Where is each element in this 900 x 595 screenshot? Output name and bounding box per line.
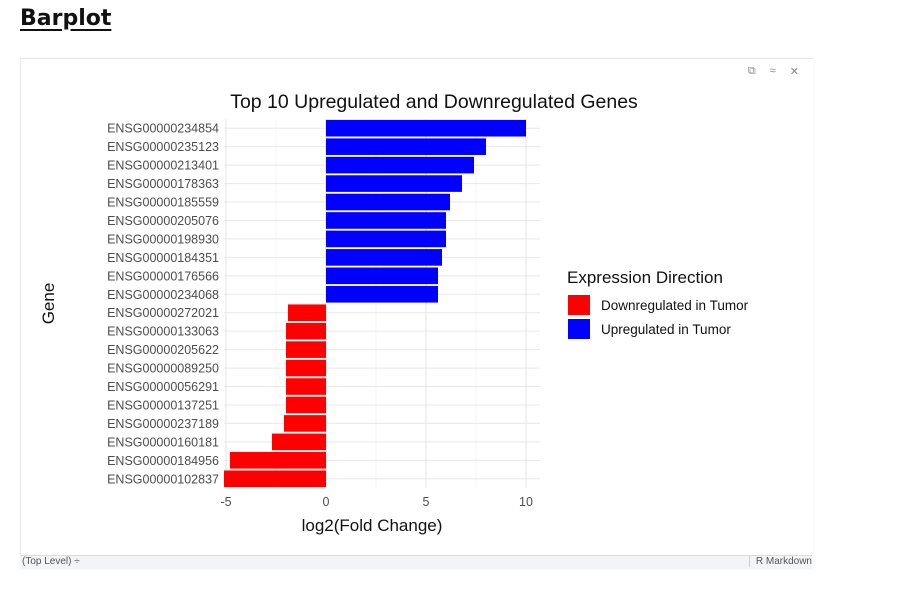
legend-swatch <box>568 295 590 315</box>
y-tick-label: ENSG00000089250 <box>107 362 219 376</box>
y-tick-label: ENSG00000237189 <box>107 417 219 431</box>
document-type-indicator[interactable]: R Markdown <box>748 556 812 567</box>
close-icon[interactable]: ✕ <box>789 66 799 78</box>
bar <box>286 396 326 414</box>
legend-label: Upregulated in Tumor <box>601 322 731 337</box>
bar <box>326 138 486 155</box>
y-axis-title: Gene <box>39 283 58 325</box>
y-tick-label: ENSG00000234854 <box>107 122 219 136</box>
copy-icon[interactable]: ⧉ <box>747 65 756 77</box>
page-heading: Barplot <box>20 6 112 31</box>
bar <box>326 212 446 229</box>
bar <box>286 341 326 358</box>
bar <box>288 304 326 322</box>
bar <box>326 119 526 137</box>
x-tick-label: -5 <box>220 495 231 509</box>
bar <box>286 322 326 340</box>
bar <box>272 433 326 451</box>
bar <box>326 193 450 211</box>
y-tick-label: ENSG00000185559 <box>107 196 219 210</box>
legend-swatch <box>568 319 590 339</box>
y-tick-label: ENSG00000205622 <box>107 343 219 357</box>
y-tick-label: ENSG00000198930 <box>107 232 219 246</box>
y-tick-label: ENSG00000235123 <box>107 140 219 154</box>
chart-title: Top 10 Upregulated and Downregulated Gen… <box>230 91 638 113</box>
y-tick-label: ENSG00000272021 <box>107 306 219 320</box>
bar <box>326 156 474 174</box>
y-tick-label: ENSG00000205076 <box>107 214 219 228</box>
bar <box>224 470 326 488</box>
y-tick-label: ENSG00000056291 <box>107 380 219 394</box>
y-tick-label: ENSG00000137251 <box>107 398 219 412</box>
chunk-toolbar: ⧉ ≈ ✕ <box>748 65 799 78</box>
bar <box>286 378 326 395</box>
legend-label: Downregulated in Tumor <box>601 298 749 313</box>
x-tick-label: 0 <box>323 495 330 509</box>
bar <box>326 175 462 192</box>
chart-output-panel: ⧉ ≈ ✕ ENSG00000234854 ENSG00000235123 ENSG… <box>20 58 813 569</box>
bar <box>326 249 442 266</box>
x-tick-label: 5 <box>423 495 430 509</box>
y-tick-label: ENSG00000178363 <box>107 177 219 191</box>
y-tick-label: ENSG00000234068 <box>107 288 219 302</box>
bar <box>326 285 438 303</box>
x-axis-title: log2(Fold Change) <box>302 516 443 535</box>
y-tick-label: ENSG00000102837 <box>107 472 219 486</box>
legend-title: Expression Direction <box>567 268 723 287</box>
x-tick-label: 10 <box>519 495 533 509</box>
bar <box>326 267 438 285</box>
y-tick-label: ENSG00000184956 <box>107 454 219 468</box>
y-tick-label: ENSG00000184351 <box>107 251 219 265</box>
y-tick-label: ENSG00000176566 <box>107 269 219 283</box>
scope-indicator[interactable]: (Top Level) ÷ <box>22 556 80 567</box>
bar <box>326 230 446 248</box>
bar <box>284 415 326 432</box>
status-bar: (Top Level) ÷ R Markdown <box>20 555 812 569</box>
bar <box>286 359 326 377</box>
collapse-icon[interactable]: ≈ <box>769 65 776 77</box>
y-tick-label: ENSG00000160181 <box>107 435 219 449</box>
bar <box>230 452 326 469</box>
y-tick-label: ENSG00000133063 <box>107 325 219 339</box>
y-tick-label: ENSG00000213401 <box>107 159 219 173</box>
barplot-chart: ENSG00000234854 ENSG00000235123 ENSG000002… <box>39 91 749 535</box>
